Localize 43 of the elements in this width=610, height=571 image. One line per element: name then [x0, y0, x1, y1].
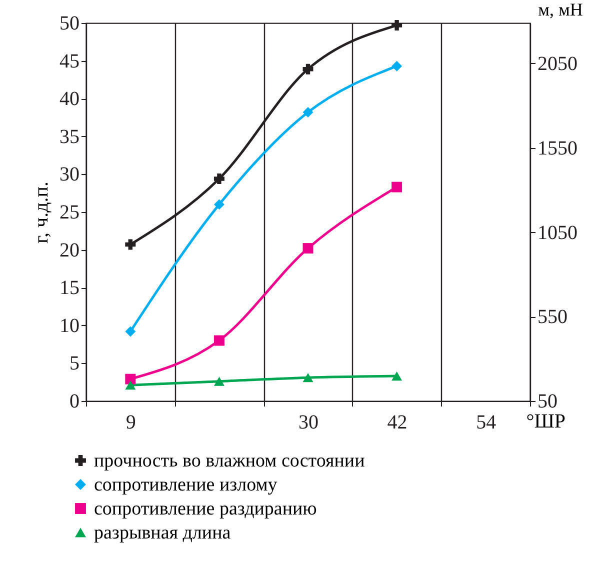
y2-tick-label: 2050	[538, 53, 578, 75]
point	[214, 335, 224, 346]
legend-label: сопротивление излому	[94, 474, 278, 496]
point	[125, 374, 136, 384]
point	[302, 106, 314, 118]
legend-label: сопротивление раздиранию	[94, 498, 317, 520]
point	[302, 64, 314, 74]
y-tick-label: 20	[60, 239, 80, 262]
point	[392, 182, 402, 192]
y-tick-label: 30	[60, 164, 80, 186]
point	[392, 372, 402, 381]
point	[125, 239, 136, 250]
point	[392, 20, 402, 31]
x-tick-label: 42	[387, 412, 408, 434]
y-tick-label: 45	[60, 50, 80, 72]
x-tick-label: 30	[298, 412, 318, 434]
x-tick-label: 54	[476, 412, 496, 434]
y-tick-label: 40	[60, 88, 80, 110]
y-tick-label: 5	[70, 352, 80, 375]
x-tick-label: 9	[126, 412, 136, 434]
point	[214, 199, 224, 210]
y2-tick-label: 1050	[538, 222, 578, 244]
y-tick-label: 35	[60, 126, 80, 148]
y-tick-label: 15	[60, 277, 80, 300]
point	[392, 60, 402, 72]
y2-tick-label: 50	[538, 390, 558, 412]
point	[214, 173, 224, 184]
legend-label: разрывная длина	[94, 522, 232, 544]
y-axis-title: г, ч.д.п.	[30, 182, 52, 244]
point	[302, 243, 314, 254]
point	[214, 376, 224, 386]
x-axis-title: °ШР	[526, 410, 566, 432]
point	[302, 373, 314, 382]
y2-tick-label: 550	[538, 306, 568, 328]
y-tick-label: 10	[60, 314, 80, 337]
y2-tick-label: 1550	[538, 137, 578, 160]
y-tick-label: 50	[60, 12, 80, 34]
y-tick-label: 25	[60, 202, 80, 224]
y-tick-label: 0	[70, 390, 80, 412]
point	[125, 380, 136, 390]
point	[125, 326, 136, 337]
y2-axis-title: м, мН	[538, 0, 583, 20]
legend-label: прочность во влажном состоянии	[94, 450, 365, 472]
